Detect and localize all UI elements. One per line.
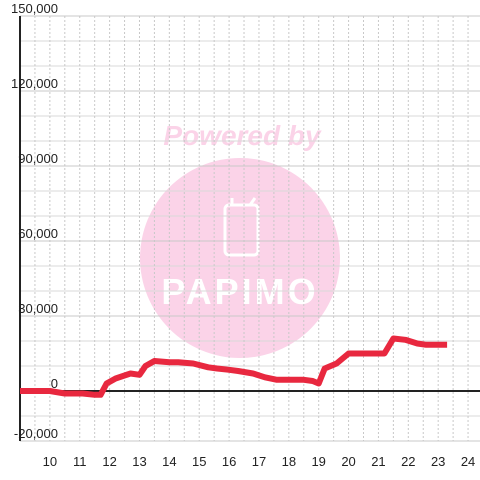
x-tick-label: 17 bbox=[252, 454, 266, 469]
x-tick-label: 21 bbox=[371, 454, 385, 469]
y-tick-label: -20,000 bbox=[14, 426, 58, 441]
y-tick-label: 60,000 bbox=[18, 226, 58, 241]
x-tick-label: 23 bbox=[431, 454, 445, 469]
x-tick-label: 22 bbox=[401, 454, 415, 469]
series-group bbox=[20, 335, 448, 398]
series-line bbox=[20, 335, 448, 398]
phone-icon bbox=[223, 197, 260, 257]
axes bbox=[19, 16, 480, 441]
tick-labels: -20,000 0 30,000 60,000 90,000 120,000 150,000… bbox=[11, 1, 475, 469]
y-tick-label: 30,000 bbox=[18, 301, 58, 316]
x-tick-label: 20 bbox=[341, 454, 355, 469]
x-tick-label: 13 bbox=[132, 454, 146, 469]
y-tick-label: 0 bbox=[51, 376, 58, 391]
x-tick-label: 16 bbox=[222, 454, 236, 469]
x-tick-label: 18 bbox=[282, 454, 296, 469]
papimo-watermark: Powered by PAPIMO bbox=[140, 120, 340, 358]
y-tick-label: 120,000 bbox=[11, 76, 58, 91]
x-tick-label: 24 bbox=[461, 454, 475, 469]
x-tick-label: 10 bbox=[43, 454, 57, 469]
x-tick-label: 19 bbox=[311, 454, 325, 469]
x-tick-label: 15 bbox=[192, 454, 206, 469]
watermark-circle bbox=[140, 158, 340, 358]
y-tick-label: 90,000 bbox=[18, 151, 58, 166]
x-tick-label: 11 bbox=[73, 454, 87, 469]
y-tick-label: 150,000 bbox=[11, 1, 58, 16]
x-tick-label: 12 bbox=[102, 454, 116, 469]
watermark-powered-by: Powered by bbox=[163, 120, 322, 151]
x-tick-label: 14 bbox=[162, 454, 176, 469]
